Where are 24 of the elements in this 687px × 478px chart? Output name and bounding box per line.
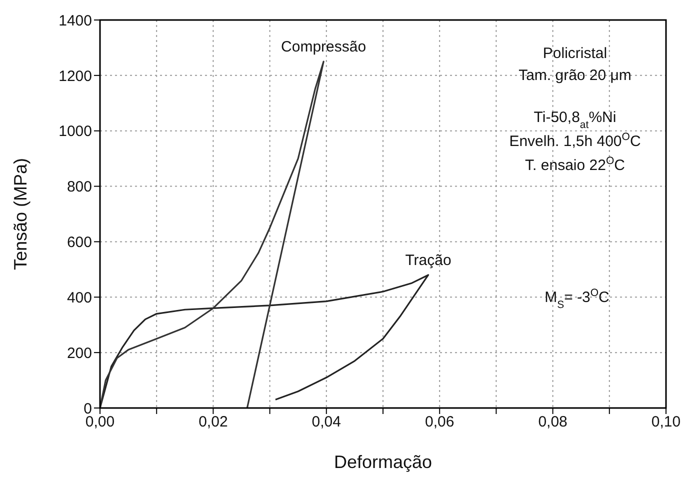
- annotation: T. ensaio 22$^{O}$C: [525, 155, 626, 174]
- annotation: Envelh. 1,5h 400$^{O}$C: [509, 131, 641, 150]
- x-tick-label: 0,08: [538, 414, 568, 431]
- x-tick-label: 0,04: [312, 414, 341, 431]
- y-tick-label: 800: [66, 178, 92, 196]
- annotation: Compressão: [281, 38, 366, 56]
- x-tick-label: 0,10: [651, 414, 681, 431]
- line-series: [100, 60, 324, 408]
- y-tick-label: 1400: [58, 12, 92, 30]
- x-tick-label: 0,02: [198, 414, 228, 431]
- annotation: Tração: [405, 252, 452, 269]
- y-tick-label: 1200: [58, 68, 92, 85]
- y-tick-label: 600: [66, 234, 92, 252]
- y-tick-label: 400: [66, 289, 92, 306]
- y-axis-title: Tensão (MPa): [10, 158, 30, 270]
- annotation: Policristal: [542, 45, 608, 62]
- x-tick-label: 0,06: [425, 414, 454, 431]
- x-axis-title: Deformação: [334, 452, 432, 472]
- y-tick-label: 200: [66, 344, 92, 362]
- annotation: Ti-50,8$_{at}$%Ni: [534, 109, 616, 131]
- y-tick-label: 1000: [58, 123, 92, 140]
- annotation: Tam. grão 20 μm: [518, 67, 632, 84]
- annotation: M$_{S}$= -3$^{O}$C: [544, 287, 610, 311]
- line-series: [100, 274, 430, 408]
